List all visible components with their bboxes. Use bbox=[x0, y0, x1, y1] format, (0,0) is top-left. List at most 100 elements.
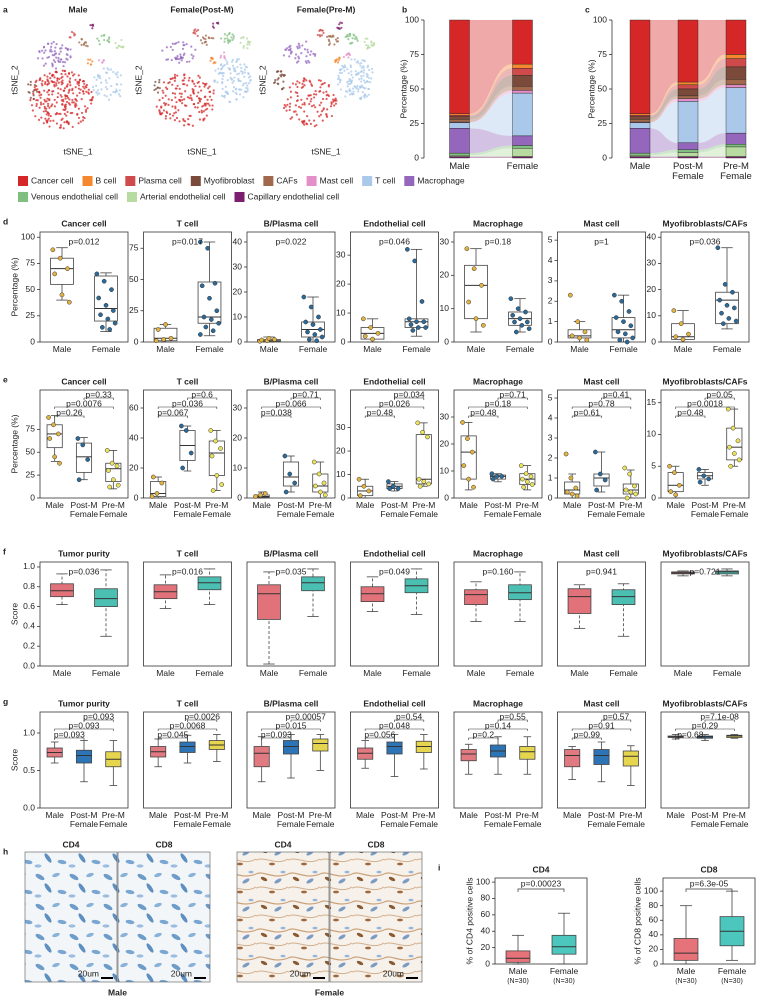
cell-point bbox=[182, 41, 185, 44]
cell-point bbox=[196, 34, 199, 38]
data-point bbox=[301, 294, 307, 300]
cell-point bbox=[356, 39, 359, 42]
cell-point bbox=[237, 77, 240, 81]
data-point bbox=[360, 316, 366, 322]
x-tick-label-box: Male bbox=[156, 669, 174, 677]
comparison-bracket bbox=[261, 728, 321, 731]
cell-point bbox=[65, 85, 68, 88]
x-tick-label-box: Pre-M Female bbox=[513, 811, 541, 828]
cell-point bbox=[71, 87, 74, 90]
data-point bbox=[375, 330, 381, 336]
x-tick-label: Pre-M Female bbox=[616, 501, 645, 519]
bar-segment bbox=[512, 145, 533, 149]
plot-frame bbox=[662, 877, 756, 965]
data-point bbox=[719, 310, 724, 316]
cell-point bbox=[53, 54, 56, 57]
data-point bbox=[621, 319, 626, 324]
cell-point bbox=[301, 44, 304, 47]
cell-point bbox=[334, 38, 338, 41]
box bbox=[75, 442, 93, 473]
x-tick-label: Female bbox=[712, 669, 742, 678]
bar-segment bbox=[449, 115, 470, 117]
cell-point bbox=[305, 79, 308, 82]
cell-point bbox=[289, 117, 292, 120]
y-tick-label: 3 bbox=[548, 432, 553, 442]
cell-point bbox=[355, 37, 358, 40]
y-axis-label: Percentage (%) bbox=[9, 257, 19, 316]
cell-point bbox=[106, 88, 109, 91]
cell-point bbox=[183, 44, 186, 47]
x-tick-label-box: Male bbox=[156, 345, 174, 353]
cell-point bbox=[170, 99, 173, 102]
cell-point bbox=[298, 44, 301, 47]
cell-point bbox=[165, 102, 168, 105]
x-tick-label: Male bbox=[676, 967, 696, 976]
cell-point bbox=[40, 93, 43, 96]
flow bbox=[469, 90, 513, 123]
cell-point bbox=[343, 69, 346, 72]
data-point bbox=[479, 282, 484, 288]
cell-point bbox=[318, 115, 321, 118]
cell-point bbox=[64, 73, 67, 76]
y-tick-label: 0 bbox=[602, 152, 607, 162]
cell-point bbox=[173, 112, 176, 115]
bar-segment bbox=[629, 155, 651, 157]
cell-point bbox=[43, 98, 46, 101]
y-tick-label: 5 bbox=[651, 460, 656, 470]
cell-point bbox=[367, 93, 370, 96]
cell-point bbox=[63, 104, 66, 107]
cell-point bbox=[366, 80, 370, 83]
cell-point bbox=[41, 84, 44, 87]
cell-point bbox=[54, 52, 58, 55]
data-point bbox=[624, 495, 630, 501]
cell-point bbox=[282, 106, 286, 110]
cell-point bbox=[46, 97, 49, 100]
cell-point bbox=[173, 73, 177, 76]
x-tick-label: Male bbox=[466, 345, 486, 354]
cell-point bbox=[50, 105, 53, 108]
cell-point bbox=[282, 86, 285, 89]
cell-point bbox=[175, 56, 179, 60]
x-tick-label-box: Male bbox=[570, 345, 588, 353]
cell-point bbox=[350, 42, 353, 45]
y-tick-label: 20 bbox=[440, 270, 450, 280]
cell-point bbox=[318, 104, 321, 107]
y-axis-label: Score bbox=[9, 749, 19, 771]
cell-point bbox=[233, 76, 236, 79]
y-tick-label: 30 bbox=[440, 411, 450, 421]
comparison-bracket bbox=[157, 728, 218, 731]
box bbox=[460, 435, 477, 480]
cell-point bbox=[303, 110, 306, 113]
x-tick-note: (N=30) bbox=[553, 978, 575, 985]
comparison-bracket bbox=[704, 397, 735, 400]
cell-point bbox=[69, 55, 72, 58]
cell-point bbox=[53, 60, 57, 64]
cell-point bbox=[105, 81, 108, 84]
cell-point bbox=[235, 92, 238, 96]
p-value: p=0.48 bbox=[677, 407, 704, 417]
cell-point bbox=[198, 97, 201, 100]
cell-point bbox=[82, 85, 85, 88]
cell-point bbox=[44, 80, 47, 84]
y-axis-label: Percentage (%) bbox=[9, 414, 19, 473]
x-tick-label-box: Post-M Female bbox=[277, 501, 305, 518]
panel-title: Endothelial cell bbox=[363, 548, 425, 558]
cell-point bbox=[195, 30, 198, 33]
box bbox=[197, 281, 222, 324]
cell-point bbox=[216, 81, 219, 84]
p-value: p=0.026 bbox=[379, 398, 410, 408]
cell-point bbox=[223, 33, 226, 36]
data-point bbox=[412, 258, 418, 264]
y-tick-label: 80 bbox=[649, 900, 659, 910]
x-tick-label: Post-M Female bbox=[483, 501, 513, 519]
cell-point bbox=[48, 99, 51, 102]
data-point bbox=[321, 480, 327, 486]
data-point bbox=[266, 335, 272, 341]
plot-frame bbox=[143, 231, 232, 343]
data-point bbox=[611, 292, 617, 298]
data-point bbox=[317, 489, 323, 495]
cell-point bbox=[283, 103, 286, 107]
cell-point bbox=[164, 115, 168, 118]
cell-point bbox=[86, 45, 89, 48]
x-tick-label-box: Pre-M Female bbox=[616, 501, 645, 519]
